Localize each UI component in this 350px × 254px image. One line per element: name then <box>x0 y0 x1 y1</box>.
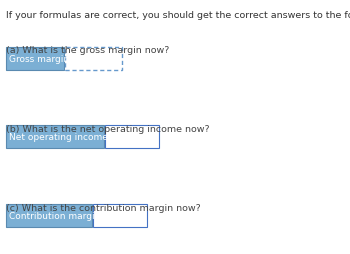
FancyBboxPatch shape <box>65 48 122 71</box>
FancyBboxPatch shape <box>6 48 64 71</box>
Text: Net operating income: Net operating income <box>9 133 108 142</box>
Text: (a) What is the gross margin now?: (a) What is the gross margin now? <box>6 46 170 55</box>
FancyBboxPatch shape <box>105 126 159 149</box>
FancyBboxPatch shape <box>6 204 92 227</box>
Text: (c) What is the contribution margin now?: (c) What is the contribution margin now? <box>6 203 201 212</box>
FancyBboxPatch shape <box>93 204 147 227</box>
Text: Gross margin: Gross margin <box>9 55 69 64</box>
Text: If your formulas are correct, you should get the correct answers to the followin: If your formulas are correct, you should… <box>6 11 350 20</box>
FancyBboxPatch shape <box>6 126 104 149</box>
Text: Contribution margin: Contribution margin <box>9 211 100 220</box>
Text: (b) What is the net operating income now?: (b) What is the net operating income now… <box>6 124 210 133</box>
